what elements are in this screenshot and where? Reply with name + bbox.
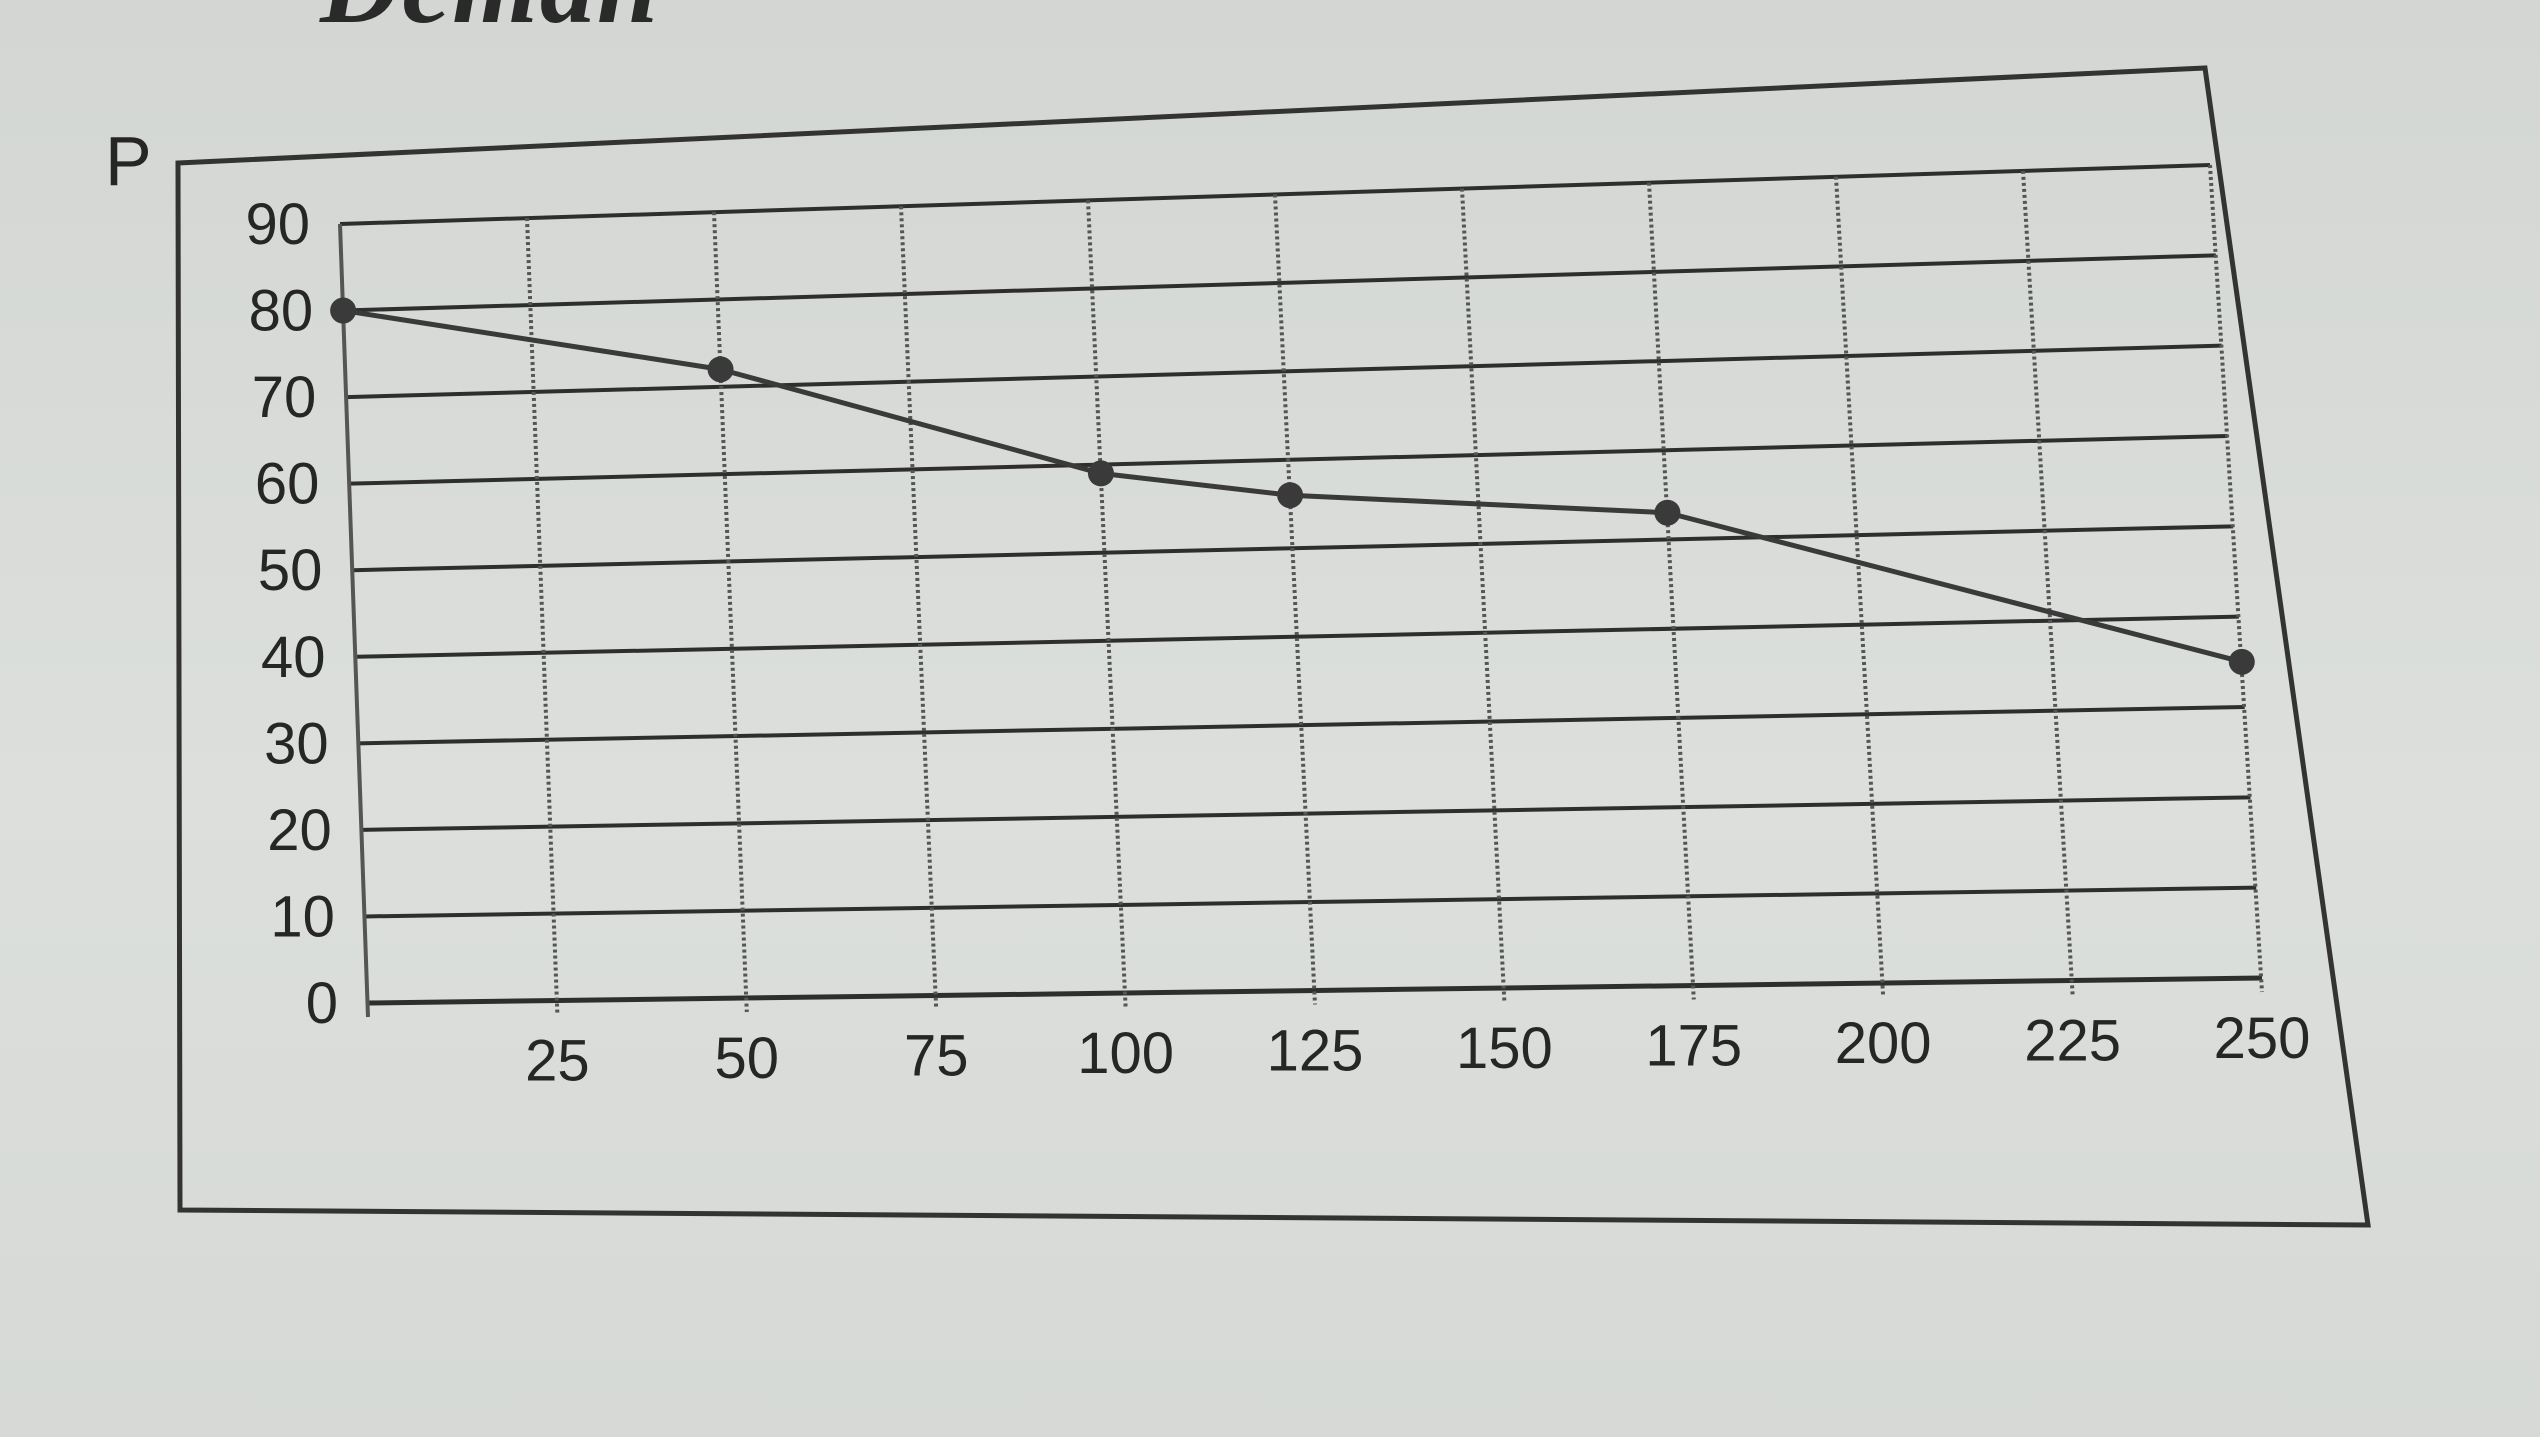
data-point-marker <box>1654 499 1681 526</box>
y-tick-label: 40 <box>261 625 326 690</box>
series-layer <box>330 297 2255 675</box>
x-tick-label: 200 <box>1835 1011 1932 1076</box>
data-point-marker <box>707 356 734 383</box>
y-tick-label: 20 <box>267 798 332 863</box>
tick-labels: 0 10 20 30 40 50 60 70 80 90 25 50 75 100 125 150 175 200… <box>245 192 2310 1094</box>
h-gridline <box>346 343 2222 400</box>
x-tick-label: 125 <box>1267 1019 1364 1084</box>
v-gridline <box>2021 170 2075 995</box>
chart-frame <box>175 65 2371 1228</box>
data-point-marker <box>2228 648 2255 675</box>
y-axis-title: P <box>105 122 152 200</box>
y-tick-label: 80 <box>249 279 314 344</box>
v-gridline <box>1086 200 1128 1008</box>
y-tick-label: 0 <box>306 971 338 1036</box>
x-tick-label: 100 <box>1077 1021 1174 1086</box>
y-tick-label: 90 <box>245 192 310 257</box>
y-tick-label: 30 <box>264 711 329 776</box>
y-tick-label: 70 <box>252 365 317 430</box>
y-tick-label: 60 <box>255 452 320 517</box>
h-gridline <box>343 253 2216 313</box>
x-tick-label: 250 <box>2214 1006 2311 1071</box>
y-tick-label: 50 <box>258 538 323 603</box>
data-point-marker <box>1087 460 1114 487</box>
x-tick-label: 75 <box>904 1024 969 1089</box>
v-gridline <box>1834 176 1886 998</box>
page-title: Deman <box>320 0 660 49</box>
x-axis-line <box>367 975 2263 1006</box>
x-tick-label: 25 <box>525 1029 590 1094</box>
x-tick-label: 50 <box>715 1026 780 1091</box>
v-gridline <box>2208 164 2264 993</box>
v-gridline <box>1460 188 1507 1003</box>
v-gridline <box>525 218 560 1015</box>
x-tick-label: 150 <box>1456 1016 1553 1081</box>
h-gridline <box>355 614 2239 659</box>
data-point-marker <box>1277 482 1304 509</box>
demand-line <box>342 308 2243 665</box>
y-tick-label: 10 <box>270 884 335 949</box>
h-gridline <box>358 705 2245 746</box>
x-tick-label: 225 <box>2024 1009 2121 1074</box>
v-gridline <box>712 212 749 1013</box>
grid-layer <box>338 163 2264 1018</box>
v-gridline <box>1273 194 1317 1005</box>
y-axis-line <box>338 223 370 1018</box>
data-point-marker <box>330 297 357 324</box>
x-tick-label: 175 <box>1645 1014 1742 1079</box>
v-gridline <box>1647 182 1696 1000</box>
v-gridline <box>899 206 939 1010</box>
